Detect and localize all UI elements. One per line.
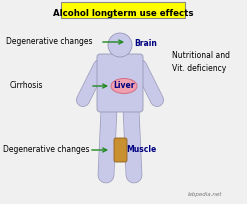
Text: labpedia.net: labpedia.net [188, 192, 222, 197]
Text: Nutritional and
Vit. deficiency: Nutritional and Vit. deficiency [172, 51, 230, 73]
Text: Brain: Brain [134, 40, 157, 49]
Text: Degenerative changes: Degenerative changes [6, 38, 92, 47]
Ellipse shape [111, 79, 137, 93]
Text: Liver: Liver [113, 82, 135, 91]
Text: Alcohol longterm use effects: Alcohol longterm use effects [53, 9, 193, 18]
Circle shape [108, 33, 132, 57]
FancyBboxPatch shape [114, 138, 127, 162]
Text: Degenerative changes: Degenerative changes [3, 145, 89, 154]
Text: Cirrhosis: Cirrhosis [10, 82, 43, 91]
FancyBboxPatch shape [97, 54, 143, 112]
Text: Muscle: Muscle [126, 145, 156, 154]
FancyBboxPatch shape [61, 2, 185, 18]
